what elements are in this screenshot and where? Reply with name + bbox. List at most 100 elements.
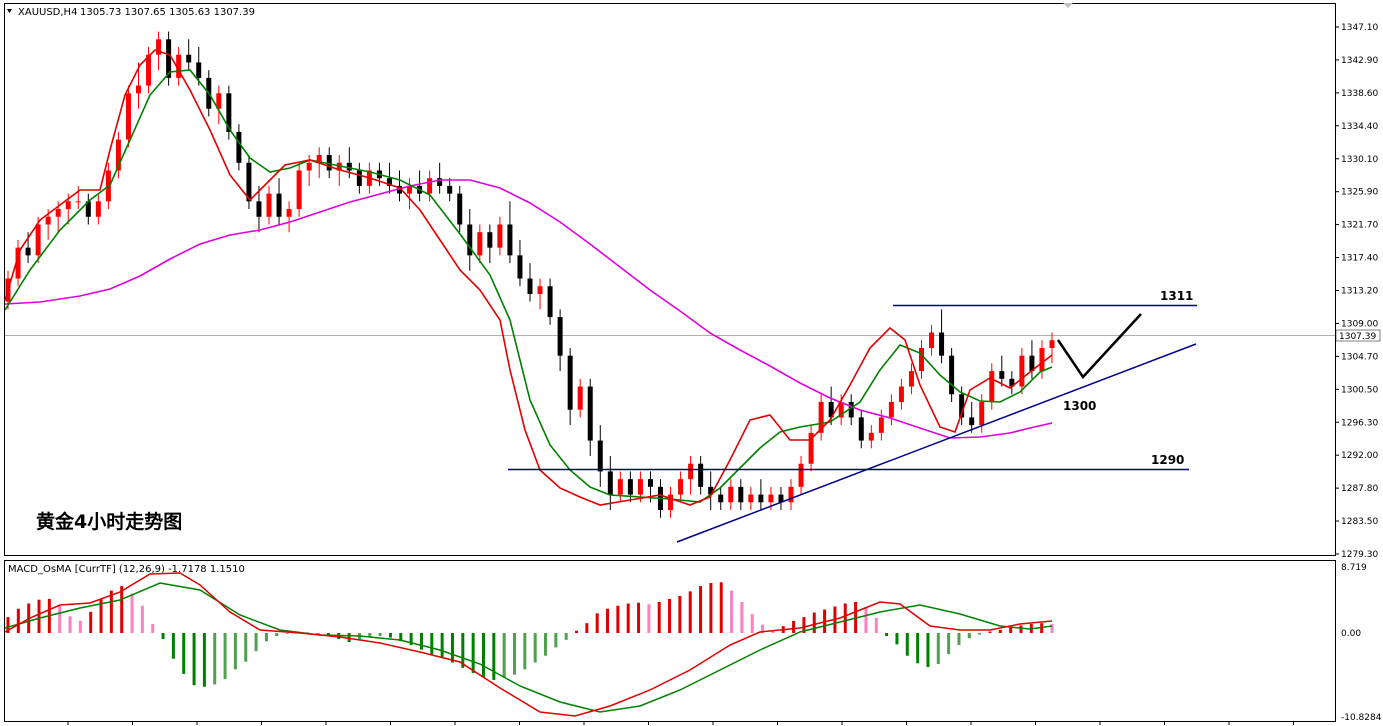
candle-bull xyxy=(798,463,804,487)
candle-bull xyxy=(898,386,904,402)
candle-bull xyxy=(176,54,182,78)
trendline[interactable] xyxy=(676,343,1197,543)
collapse-triangle-icon[interactable] xyxy=(7,9,12,13)
candle-bear xyxy=(467,224,473,256)
candle-bear xyxy=(276,193,282,217)
candle-bull xyxy=(266,193,272,217)
candle-bull xyxy=(45,216,51,225)
price-tick-label: 1342.90 xyxy=(1341,56,1378,66)
candle-bull xyxy=(919,347,924,372)
macd-pane-frame xyxy=(4,560,1336,722)
candle-bear xyxy=(326,155,332,171)
candle-bull xyxy=(477,232,483,256)
candle-bear xyxy=(858,417,864,441)
price-tick-label: 1325.90 xyxy=(1341,188,1378,198)
macd-tick-label: 0.00 xyxy=(1341,629,1361,639)
candle-bull xyxy=(136,85,141,94)
candle-bull xyxy=(868,432,874,441)
candle-bull xyxy=(979,401,985,426)
projection-arrow xyxy=(1056,313,1142,380)
candle-bull xyxy=(75,201,81,203)
candle-bear xyxy=(507,224,513,256)
candle-bear xyxy=(256,201,262,217)
candle-bull xyxy=(296,170,302,210)
ma-mid-line xyxy=(4,69,1053,503)
macd-tick-label: 8.719 xyxy=(1341,563,1367,573)
candle-bear xyxy=(607,471,613,495)
candle-bear xyxy=(196,62,202,78)
candle-bear xyxy=(647,479,653,487)
candle-bull xyxy=(888,401,894,418)
current-price-label: 1307.39 xyxy=(1339,332,1376,342)
candle-bear xyxy=(1029,355,1035,372)
candle-bear xyxy=(236,131,242,163)
macd-tick-label: -10.8284 xyxy=(1341,713,1382,723)
candle-bear xyxy=(246,162,252,202)
price-tick-label: 1309.00 xyxy=(1341,319,1378,329)
ma-fast-line xyxy=(4,49,1053,506)
candle-bear xyxy=(25,247,31,256)
candle-bull xyxy=(577,386,583,410)
macd-signal-line xyxy=(4,582,1053,713)
candle-bear xyxy=(969,417,975,426)
candle-bear xyxy=(437,178,443,186)
resistance-label: 1311 xyxy=(1160,289,1193,303)
price-tick-label: 1313.20 xyxy=(1341,287,1378,297)
candle-bull xyxy=(427,178,433,194)
candle-bull xyxy=(316,155,322,163)
price-tick-label: 1279.30 xyxy=(1341,550,1378,560)
candle-bear xyxy=(1009,378,1015,387)
candle-bull xyxy=(788,486,794,503)
candle-bull xyxy=(1049,340,1055,348)
candle-bull xyxy=(497,224,503,248)
candle-bull xyxy=(407,185,413,194)
candle-bear xyxy=(828,401,834,418)
candle-bear xyxy=(557,317,563,356)
price-tick-label: 1317.40 xyxy=(1341,254,1378,264)
support-label: 1290 xyxy=(1151,453,1184,467)
candle-bull xyxy=(688,463,694,480)
chart-caption: 黄金4小时走势图 xyxy=(36,510,182,533)
price-tick-label: 1304.70 xyxy=(1341,352,1378,362)
candle-bull xyxy=(216,93,222,109)
candle-bull xyxy=(908,371,914,387)
candle-bull xyxy=(95,201,101,217)
candle-bull xyxy=(65,201,71,210)
price-tick-label: 1347.10 xyxy=(1341,23,1378,33)
candle-bear xyxy=(567,355,573,410)
price-tick-label: 1330.10 xyxy=(1341,155,1378,165)
current-price-tag xyxy=(1335,329,1381,342)
price-axis: 1347.10 1342.90 1338.60 1334.40 1330.10 1325.… xyxy=(1335,23,1378,560)
candle-bull xyxy=(878,417,884,433)
candle-bull xyxy=(617,479,623,495)
candle-bear xyxy=(959,394,965,418)
candle-bull xyxy=(55,209,61,217)
candle-bear xyxy=(587,386,593,441)
candles xyxy=(5,31,1055,518)
candle-bull xyxy=(1019,355,1025,387)
price-tick-label: 1287.80 xyxy=(1341,484,1378,494)
candle-bear xyxy=(356,170,362,186)
price-tick-label: 1292.00 xyxy=(1341,451,1378,461)
candle-bull xyxy=(286,209,292,217)
candle-bear xyxy=(346,162,352,171)
candle-bear xyxy=(778,494,784,503)
candle-bear xyxy=(848,401,854,418)
candle-bear xyxy=(718,494,724,503)
price-tick-label: 1334.40 xyxy=(1341,122,1378,132)
candle-bear xyxy=(226,93,232,132)
macd-main-line xyxy=(4,572,1053,717)
candle-bull xyxy=(156,39,162,55)
candle-bear xyxy=(597,440,603,472)
price-tick-label: 1321.70 xyxy=(1341,221,1378,231)
candle-bull xyxy=(1039,347,1045,372)
candle-bull xyxy=(146,54,152,86)
candle-bear xyxy=(487,232,493,248)
candle-bull xyxy=(989,371,995,402)
macd-indicator-label: MACD_OsMA [CurrTF] (12,26,9) -1.7178 1.1… xyxy=(8,564,245,575)
candle-bear xyxy=(85,201,91,217)
candle-bull xyxy=(838,401,844,418)
candle-bear xyxy=(939,332,945,356)
shift-marker-icon[interactable] xyxy=(1063,3,1073,8)
